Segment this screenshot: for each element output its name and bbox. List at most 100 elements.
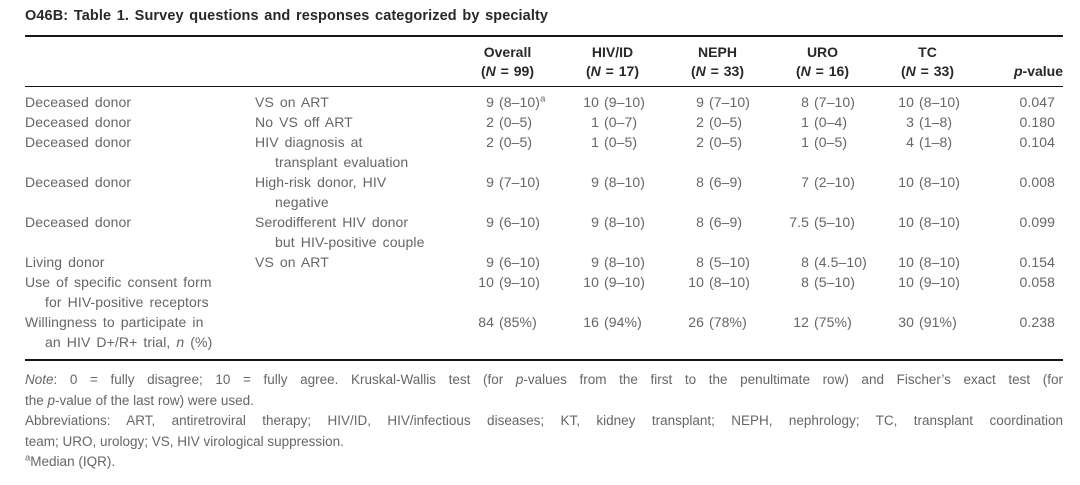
median-value: 1 bbox=[591, 114, 599, 130]
median-value: 2 bbox=[486, 134, 494, 150]
value-cell: 2 (0–5) bbox=[665, 132, 770, 172]
iqr-range: (0–5) bbox=[709, 114, 743, 130]
median-value: 8 bbox=[696, 254, 704, 270]
column-header-hiv-id: HIV/ID (N = 17) bbox=[560, 36, 665, 87]
iqr-range: (7–10) bbox=[814, 94, 856, 110]
median-value: 8 bbox=[696, 214, 704, 230]
iqr-range: (0–5) bbox=[709, 134, 743, 150]
median-value: 7 bbox=[801, 174, 809, 190]
median-value: 12 bbox=[793, 314, 809, 330]
median-value: 9 bbox=[591, 254, 599, 270]
median-value: 10 bbox=[583, 274, 599, 290]
iqr-range: (6–9) bbox=[709, 174, 743, 190]
iqr-range: (75%) bbox=[814, 314, 852, 330]
column-header-overall: Overall (N = 99) bbox=[455, 36, 560, 87]
median-value: 9 bbox=[591, 174, 599, 190]
question-cell: Deceased donor bbox=[25, 174, 132, 190]
pvalue-cell: 0.104 bbox=[1019, 134, 1055, 150]
median-value: 10 bbox=[898, 274, 914, 290]
median-value: 2 bbox=[486, 114, 494, 130]
iqr-range: (8–10) bbox=[604, 254, 646, 270]
iqr-range: (0–5) bbox=[604, 134, 638, 150]
question-cell: Use of specific consent form for HIV-posi… bbox=[25, 274, 212, 310]
table-row: Deceased donor No VS off ART 2 (0–5) 1 (0–7) 2… bbox=[25, 112, 1063, 132]
item-cell bbox=[255, 272, 455, 312]
footnote-marker: a bbox=[540, 93, 546, 105]
value-cell: 8 (7–10) bbox=[770, 87, 875, 113]
value-cell: 1 (0–4) bbox=[770, 112, 875, 132]
table-row: Deceased donor HIV diagnosis at transplant… bbox=[25, 132, 1063, 172]
item-cell bbox=[255, 312, 455, 360]
value-cell: 26 (78%) bbox=[665, 312, 770, 360]
value-cell: 8 (5–10) bbox=[665, 252, 770, 272]
value-cell: 1 (0–5) bbox=[560, 132, 665, 172]
median-value: 30 bbox=[898, 314, 914, 330]
median-value: 10 bbox=[898, 254, 914, 270]
value-cell: 30 (91%) bbox=[875, 312, 980, 360]
column-n: (N = 33) bbox=[691, 63, 744, 79]
table-row: Living donor VS on ART 9 (6–10) 9 (8–10) 8 (5–1… bbox=[25, 252, 1063, 272]
iqr-range: (8–10) bbox=[709, 274, 751, 290]
value-cell: 16 (94%) bbox=[560, 312, 665, 360]
item-cell: HIV diagnosis at transplant evaluation bbox=[255, 134, 409, 170]
median-value: 1 bbox=[801, 134, 809, 150]
iqr-range: (7–10) bbox=[709, 94, 751, 110]
value-cell: 10 (9–10) bbox=[560, 272, 665, 312]
median-value: 84 bbox=[478, 314, 494, 330]
column-label: NEPH bbox=[698, 44, 737, 60]
median-value: 2 bbox=[696, 114, 704, 130]
median-value: 10 bbox=[898, 214, 914, 230]
table-header: Overall (N = 99) HIV/ID (N = 17) NEPH (N = 33… bbox=[25, 36, 1063, 87]
median-value: 10 bbox=[583, 94, 599, 110]
question-cell: Deceased donor bbox=[25, 214, 132, 230]
column-label: TC bbox=[918, 44, 937, 60]
question-cell: Living donor bbox=[25, 254, 105, 270]
value-cell: 9 (8–10)a bbox=[455, 87, 560, 113]
table-row: Use of specific consent form for HIV-posi… bbox=[25, 272, 1063, 312]
iqr-range: (8–10) bbox=[919, 174, 961, 190]
median-value: 8 bbox=[801, 254, 809, 270]
iqr-range: (9–10) bbox=[604, 94, 646, 110]
median-value: 2 bbox=[696, 134, 704, 150]
iqr-range: (0–5) bbox=[499, 134, 533, 150]
median-value: 8 bbox=[801, 274, 809, 290]
iqr-range: (5–10) bbox=[814, 214, 856, 230]
iqr-range: (9–10) bbox=[919, 274, 961, 290]
value-cell: 2 (0–5) bbox=[455, 132, 560, 172]
question-cell: Deceased donor bbox=[25, 134, 132, 150]
median-value: 26 bbox=[688, 314, 704, 330]
pvalue-cell: 0.047 bbox=[1019, 94, 1055, 110]
value-cell: 1 (0–5) bbox=[770, 132, 875, 172]
column-label: HIV/ID bbox=[591, 44, 634, 60]
column-label: Overall bbox=[483, 44, 532, 60]
value-cell: 8 (6–9) bbox=[665, 212, 770, 252]
iqr-range: (4.5–10) bbox=[814, 254, 867, 270]
value-cell: 10 (8–10) bbox=[875, 87, 980, 113]
value-cell: 8 (5–10) bbox=[770, 272, 875, 312]
iqr-range: (6–9) bbox=[709, 214, 743, 230]
item-cell: VS on ART bbox=[255, 254, 329, 270]
value-cell: 12 (75%) bbox=[770, 312, 875, 360]
value-cell: 9 (8–10) bbox=[560, 212, 665, 252]
iqr-range: (1–8) bbox=[919, 134, 953, 150]
iqr-range: (7–10) bbox=[499, 174, 541, 190]
header-row: Overall (N = 99) HIV/ID (N = 17) NEPH (N = 33… bbox=[25, 36, 1063, 87]
value-cell: 1 (0–7) bbox=[560, 112, 665, 132]
header-spacer-item bbox=[255, 36, 455, 87]
value-cell: 8 (4.5–10) bbox=[770, 252, 875, 272]
column-n: (N = 16) bbox=[796, 63, 849, 79]
pvalue-cell: 0.099 bbox=[1019, 214, 1055, 230]
pvalue-cell: 0.058 bbox=[1019, 274, 1055, 290]
value-cell: 9 (6–10) bbox=[455, 252, 560, 272]
median-value: 16 bbox=[583, 314, 599, 330]
median-value: 9 bbox=[486, 174, 494, 190]
value-cell: 10 (8–10) bbox=[665, 272, 770, 312]
iqr-range: (8–10) bbox=[604, 174, 646, 190]
item-cell: No VS off ART bbox=[255, 114, 353, 130]
iqr-range: (85%) bbox=[499, 314, 537, 330]
footnotes: Note: 0 = fully disagree; 10 = fully agr… bbox=[25, 370, 1063, 473]
table-title: O46B: Table 1. Survey questions and resp… bbox=[25, 8, 549, 24]
column-n: (N = 17) bbox=[586, 63, 639, 79]
value-cell: 2 (0–5) bbox=[665, 112, 770, 132]
pvalue-cell: 0.238 bbox=[1019, 314, 1055, 330]
